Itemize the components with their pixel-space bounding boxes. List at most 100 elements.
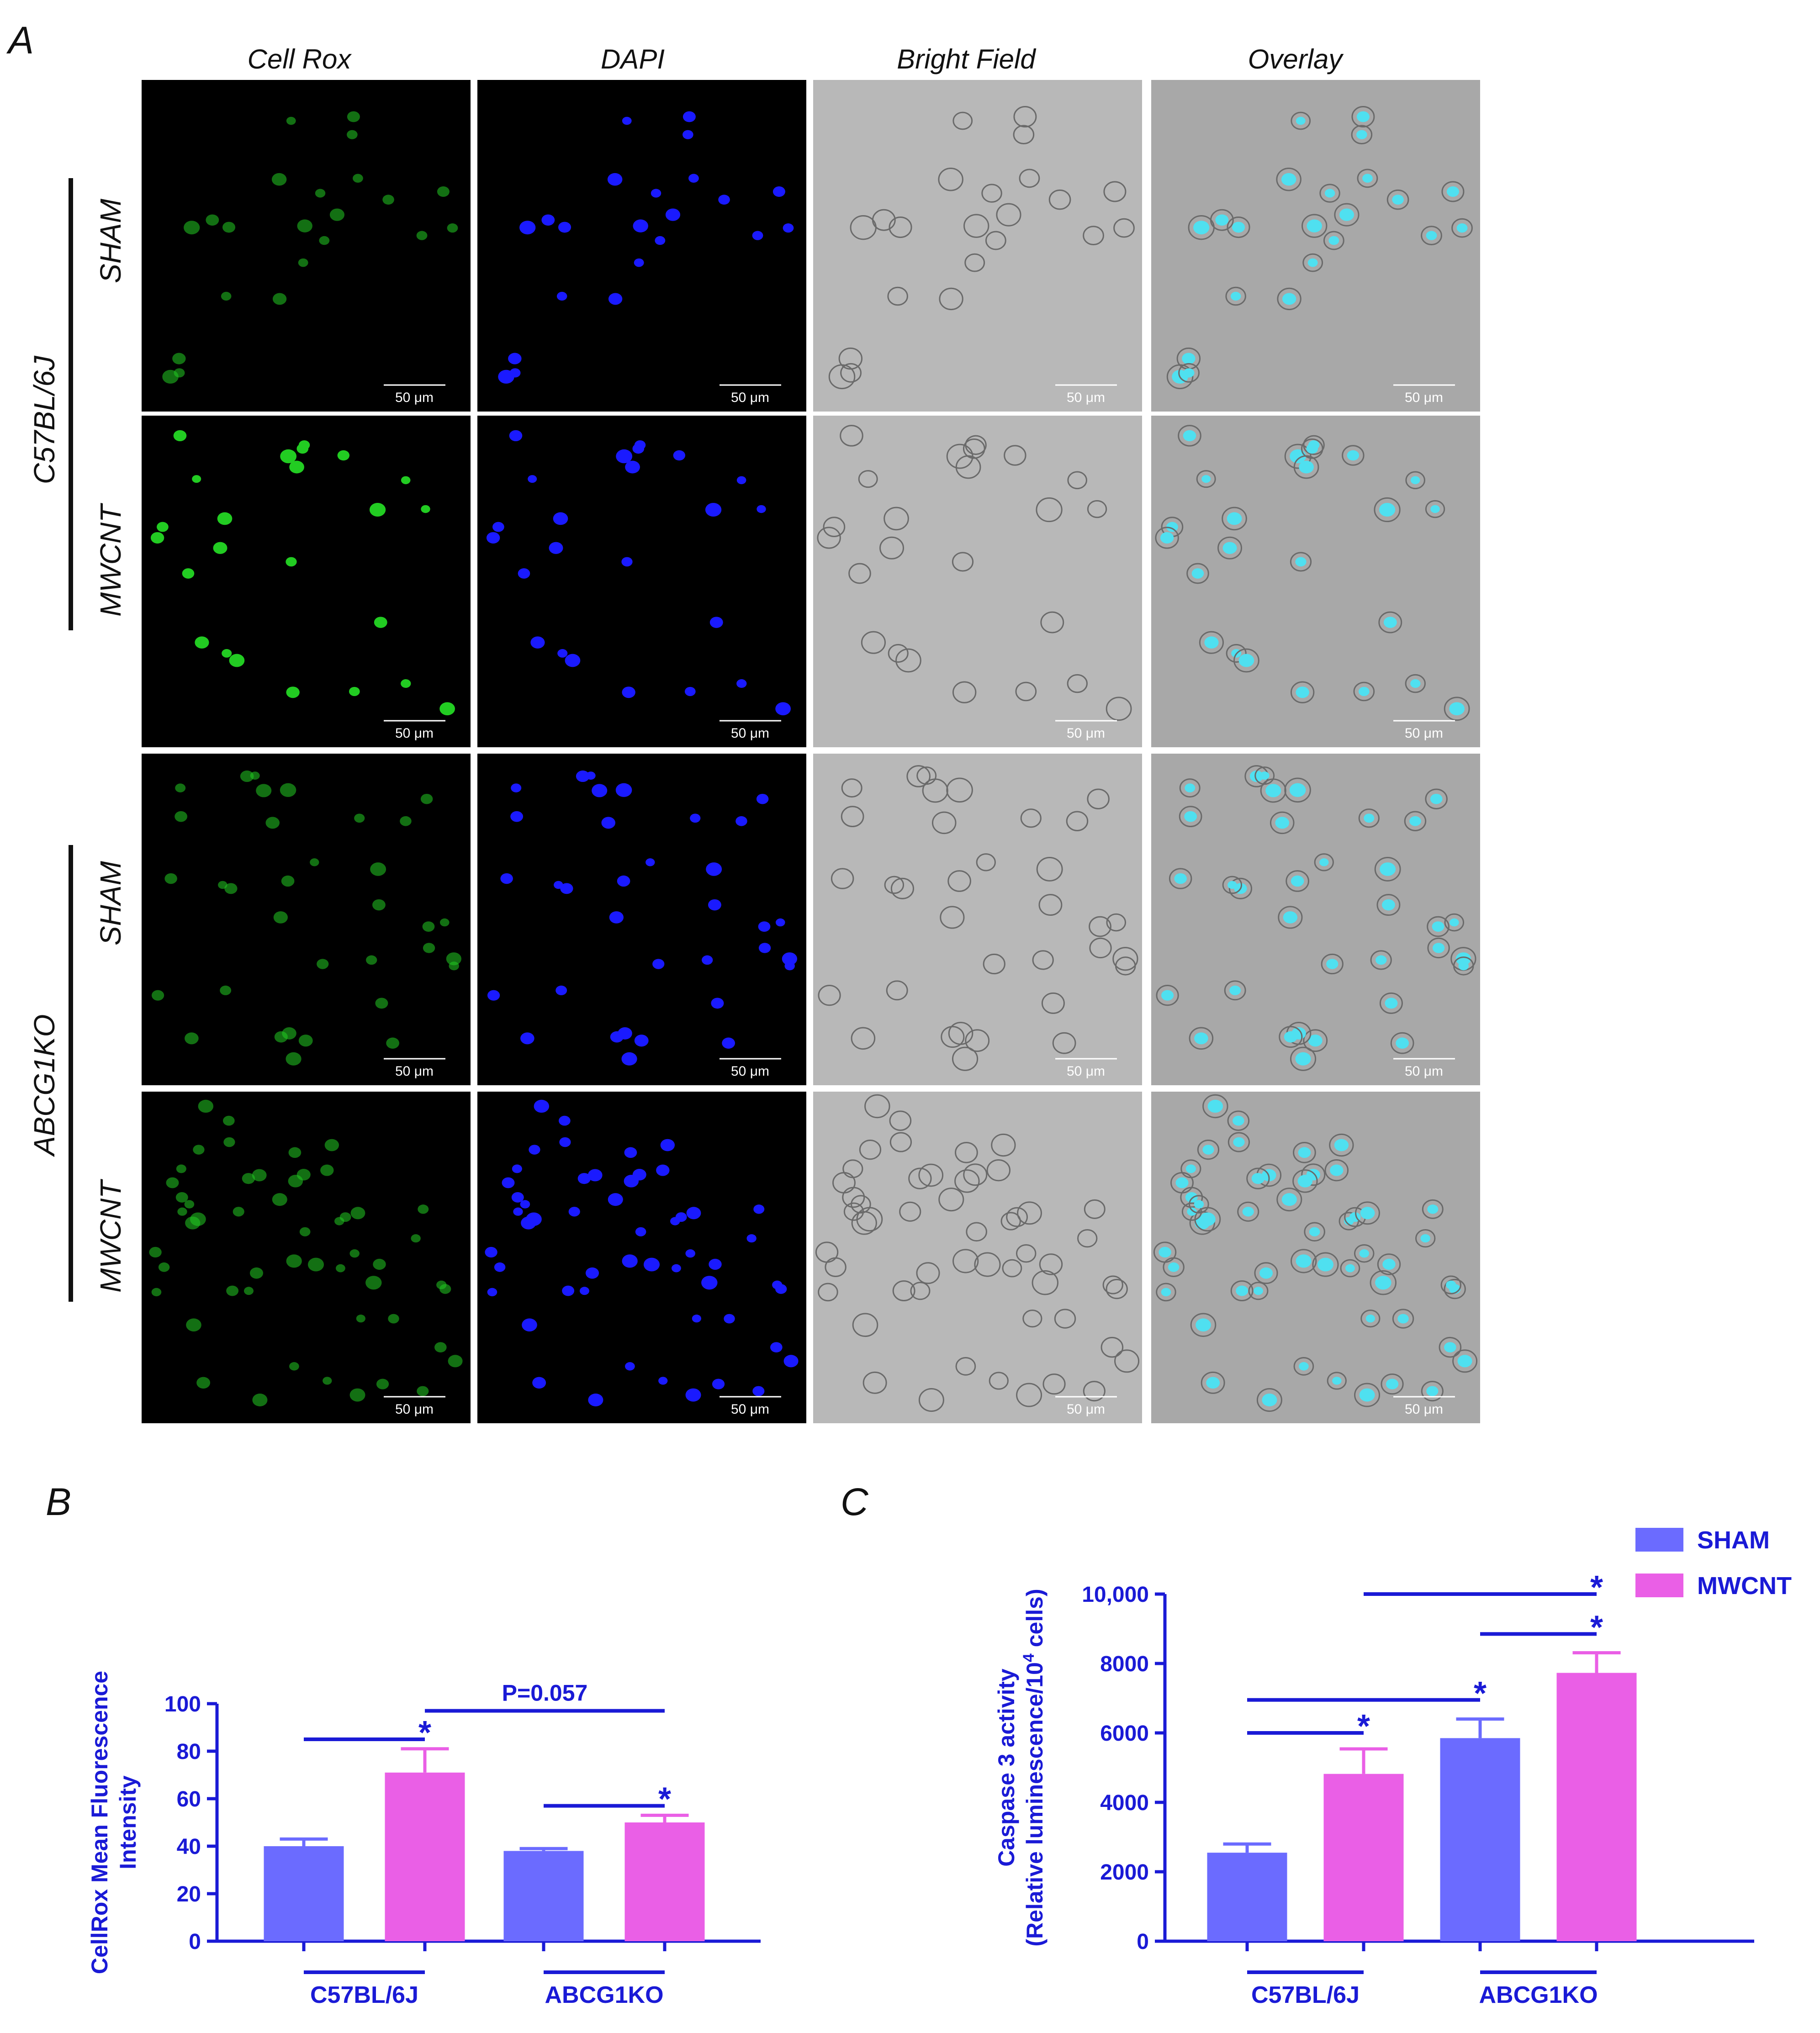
cell-outline bbox=[1284, 777, 1311, 803]
cell-nucleus bbox=[718, 195, 730, 205]
cell-nucleus bbox=[286, 557, 297, 567]
cell-nucleus bbox=[1183, 430, 1196, 442]
cell-outline bbox=[1381, 1373, 1404, 1395]
cell-outline bbox=[965, 1029, 990, 1052]
cell-outline bbox=[1304, 1222, 1325, 1242]
micrograph-dapi-row-1: 50 μm bbox=[477, 80, 806, 412]
cell-outline bbox=[861, 631, 886, 654]
cell-nucleus bbox=[1430, 793, 1443, 804]
cell-outline bbox=[1015, 681, 1037, 702]
cell-nucleus bbox=[607, 173, 623, 186]
cell-outline bbox=[1227, 1110, 1250, 1131]
cell-nucleus bbox=[1289, 783, 1306, 797]
cell-outline bbox=[916, 1262, 940, 1284]
p-value-label: P=0.057 bbox=[502, 1680, 588, 1706]
cell-outline bbox=[1302, 214, 1328, 238]
cell-outline bbox=[823, 517, 846, 537]
cell-nucleus bbox=[1359, 1249, 1369, 1258]
cell-nucleus bbox=[1262, 1394, 1277, 1407]
cell-nucleus bbox=[1265, 784, 1281, 797]
cell-outline bbox=[862, 1371, 887, 1394]
cell-nucleus bbox=[565, 654, 581, 667]
cell-outline bbox=[1270, 811, 1295, 834]
scale-bar-label: 50 μm bbox=[1405, 1402, 1443, 1417]
cell-nucleus bbox=[1364, 813, 1375, 823]
cell-nucleus bbox=[242, 1173, 255, 1184]
cell-nucleus bbox=[1446, 186, 1459, 197]
cell-nucleus bbox=[1324, 189, 1335, 198]
cell-outline bbox=[1425, 788, 1448, 809]
cell-nucleus bbox=[1409, 816, 1421, 826]
cell-nucleus bbox=[1456, 223, 1468, 233]
cell-outline bbox=[1237, 1201, 1259, 1222]
cell-outline bbox=[983, 953, 1005, 975]
cell-nucleus bbox=[1185, 783, 1196, 792]
cell-nucleus bbox=[783, 1355, 799, 1368]
cell-nucleus bbox=[1319, 858, 1329, 866]
cell-nucleus bbox=[579, 1287, 589, 1295]
cell-outline bbox=[1155, 527, 1179, 549]
cell-nucleus bbox=[1380, 862, 1396, 876]
cell-outline bbox=[1323, 231, 1344, 250]
cell-nucleus bbox=[487, 990, 500, 1001]
scale-bar-label: 50 μm bbox=[731, 390, 769, 405]
cell-nucleus bbox=[554, 881, 563, 889]
cell-nucleus bbox=[151, 990, 164, 1001]
cell-nucleus bbox=[1296, 686, 1309, 698]
cell-nucleus bbox=[1356, 130, 1367, 139]
cell-nucleus bbox=[1362, 174, 1373, 183]
cell-outline bbox=[1210, 209, 1234, 231]
micrograph-brightfield-row-4: 50 μm bbox=[813, 1092, 1142, 1423]
cell-nucleus bbox=[347, 111, 360, 122]
cell-outline bbox=[1415, 1229, 1436, 1248]
cell-nucleus bbox=[783, 223, 794, 233]
cell-outline bbox=[1114, 1349, 1140, 1373]
legend-swatch-sham bbox=[1635, 1528, 1683, 1552]
cell-nucleus bbox=[1328, 236, 1339, 245]
cell-nucleus bbox=[416, 231, 428, 240]
cell-nucleus bbox=[656, 1164, 670, 1176]
cell-nucleus bbox=[1215, 214, 1229, 226]
bar-sham-0 bbox=[1207, 1853, 1287, 1941]
cell-outline bbox=[1276, 167, 1302, 191]
cell-nucleus bbox=[508, 353, 522, 364]
cell-outline bbox=[815, 1241, 839, 1263]
cell-outline bbox=[1351, 106, 1375, 128]
cell-outline bbox=[985, 231, 1006, 250]
cell-outline bbox=[1246, 1167, 1270, 1189]
cell-outline bbox=[963, 1163, 988, 1186]
cell-nucleus bbox=[288, 1147, 302, 1158]
group-label: ABCG1KO bbox=[1479, 1982, 1598, 2008]
cell-outline bbox=[817, 527, 841, 549]
column-header-cellrox: Cell Rox bbox=[247, 44, 351, 74]
cell-nucleus bbox=[692, 1315, 701, 1323]
cell-nucleus bbox=[289, 1362, 299, 1371]
micrograph-image: 50 μm bbox=[477, 754, 806, 1085]
cell-nucleus bbox=[353, 174, 363, 183]
cell-nucleus bbox=[439, 918, 450, 927]
cell-outline bbox=[1000, 1212, 1021, 1230]
micrograph-image: 50 μm bbox=[1151, 754, 1480, 1085]
cell-nucleus bbox=[354, 813, 365, 823]
cell-nucleus bbox=[553, 512, 568, 525]
cell-outline bbox=[1083, 1381, 1106, 1402]
cell-nucleus bbox=[337, 450, 350, 461]
cell-nucleus bbox=[265, 817, 280, 829]
cell-outline bbox=[952, 552, 974, 572]
cell-nucleus bbox=[660, 1139, 675, 1151]
micrograph-overlay-row-2: 50 μm bbox=[1151, 416, 1480, 747]
y-tick-label: 0 bbox=[189, 1930, 201, 1954]
legend-label-mwcnt: MWCNT bbox=[1697, 1572, 1792, 1600]
cell-nucleus bbox=[184, 221, 200, 235]
cell-outline bbox=[1156, 985, 1179, 1006]
cell-nucleus bbox=[434, 1342, 447, 1353]
y-axis-label: Caspase 3 activity (Relative luminescence… bbox=[994, 1589, 1048, 1946]
cell-nucleus bbox=[323, 1377, 332, 1385]
cell-outline bbox=[947, 870, 971, 892]
cell-nucleus bbox=[671, 1264, 681, 1273]
micrograph-cellrox-row-3: 50 μm bbox=[142, 754, 471, 1085]
cell-outline bbox=[966, 1222, 987, 1242]
cell-outline bbox=[938, 167, 963, 191]
cell-outline bbox=[1421, 226, 1442, 246]
cell-outline bbox=[1087, 500, 1107, 518]
